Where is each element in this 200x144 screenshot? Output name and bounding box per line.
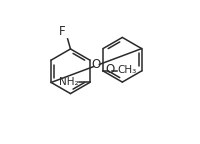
Text: F: F	[59, 25, 66, 38]
Text: CH₃: CH₃	[118, 65, 137, 75]
Text: O: O	[106, 63, 115, 76]
Text: NH₂: NH₂	[59, 77, 78, 87]
Text: O: O	[92, 58, 101, 71]
